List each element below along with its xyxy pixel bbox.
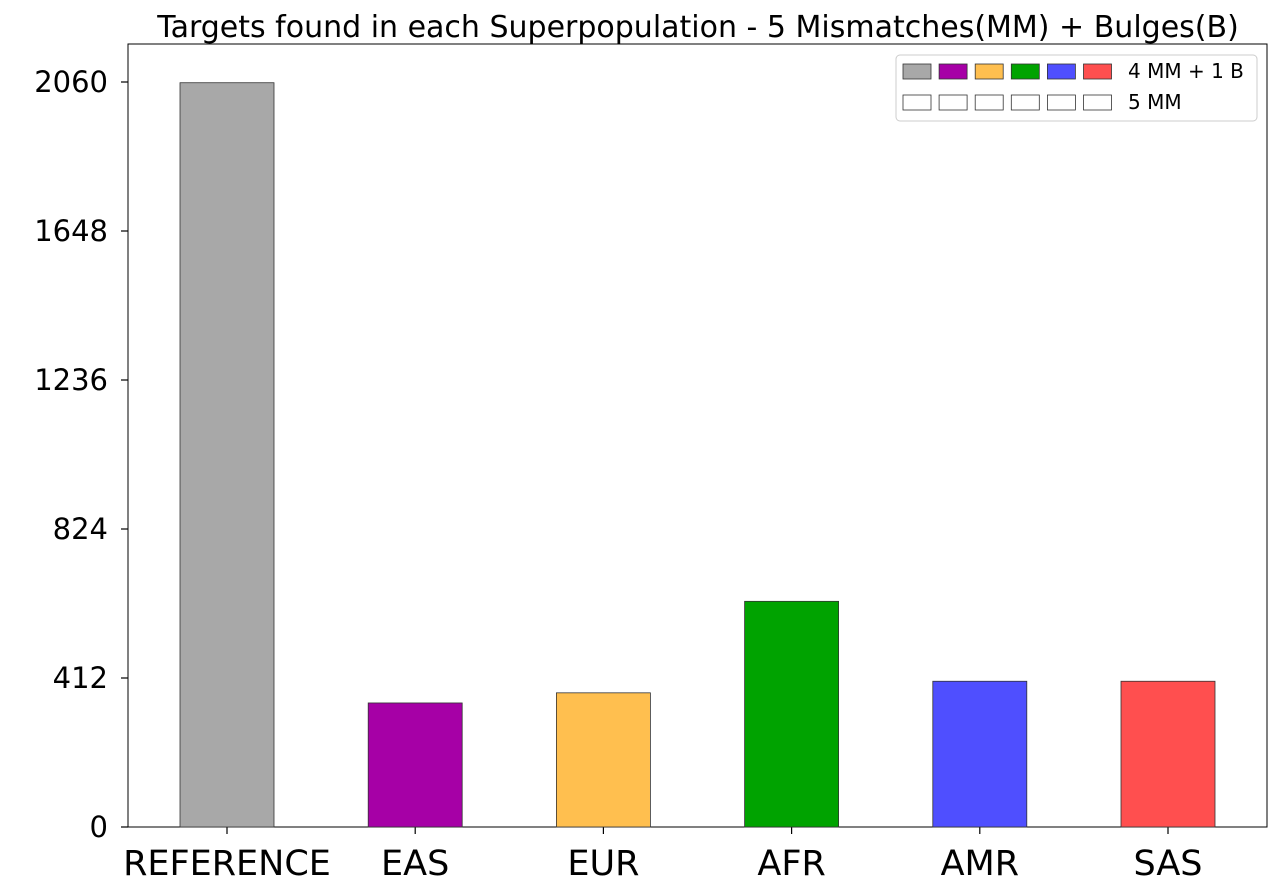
legend-swatch: [902, 94, 932, 111]
bars: [179, 82, 1216, 828]
x-tick-label: REFERENCE: [123, 844, 331, 880]
legend-swatch: [938, 94, 968, 111]
y-tick-label: 2060: [34, 65, 108, 99]
x-tick-label: SAS: [1133, 844, 1202, 880]
plot-frame: [127, 43, 1268, 828]
y-tick-label: 412: [53, 661, 108, 695]
legend: 4 MM + 1 B 5 MM: [895, 54, 1258, 122]
bar-reference-4mm-1b: [179, 82, 275, 828]
legend-swatch: [902, 63, 932, 80]
bar-amr-4mm-1b: [932, 680, 1028, 828]
x-tick-label: EUR: [567, 844, 639, 880]
y-tick-label: 1236: [34, 363, 108, 397]
bar-afr-4mm-1b: [744, 600, 839, 828]
y-axis: 0 412 824 1236 1648 2060: [34, 65, 128, 844]
bar-eas-4mm-1b: [367, 702, 463, 828]
legend-swatch: [1047, 63, 1076, 80]
legend-swatch: [1047, 94, 1076, 111]
y-tick-label: 1648: [34, 214, 108, 248]
legend-label: 4 MM + 1 B: [1128, 59, 1244, 83]
legend-swatch: [974, 94, 1004, 111]
legend-swatch: [938, 63, 968, 80]
legend-swatch: [1083, 63, 1112, 80]
legend-swatch: [1010, 63, 1040, 80]
x-tick-label: EAS: [381, 844, 449, 880]
legend-label: 5 MM: [1128, 90, 1182, 114]
chart-title: Targets found in each Superpopulation - …: [156, 10, 1239, 45]
x-axis: REFERENCE EAS EUR AFR AMR SAS: [123, 827, 1203, 880]
y-tick-label: 0: [90, 810, 108, 844]
bar-eur-4mm-1b: [556, 692, 651, 828]
x-tick-label: AFR: [757, 844, 825, 880]
legend-swatch: [1010, 94, 1040, 111]
bar-sas-4mm-1b: [1120, 680, 1216, 828]
y-tick-label: 824: [53, 512, 108, 546]
legend-swatch: [1083, 94, 1112, 111]
legend-swatch: [974, 63, 1004, 80]
x-tick-label: AMR: [941, 844, 1019, 880]
